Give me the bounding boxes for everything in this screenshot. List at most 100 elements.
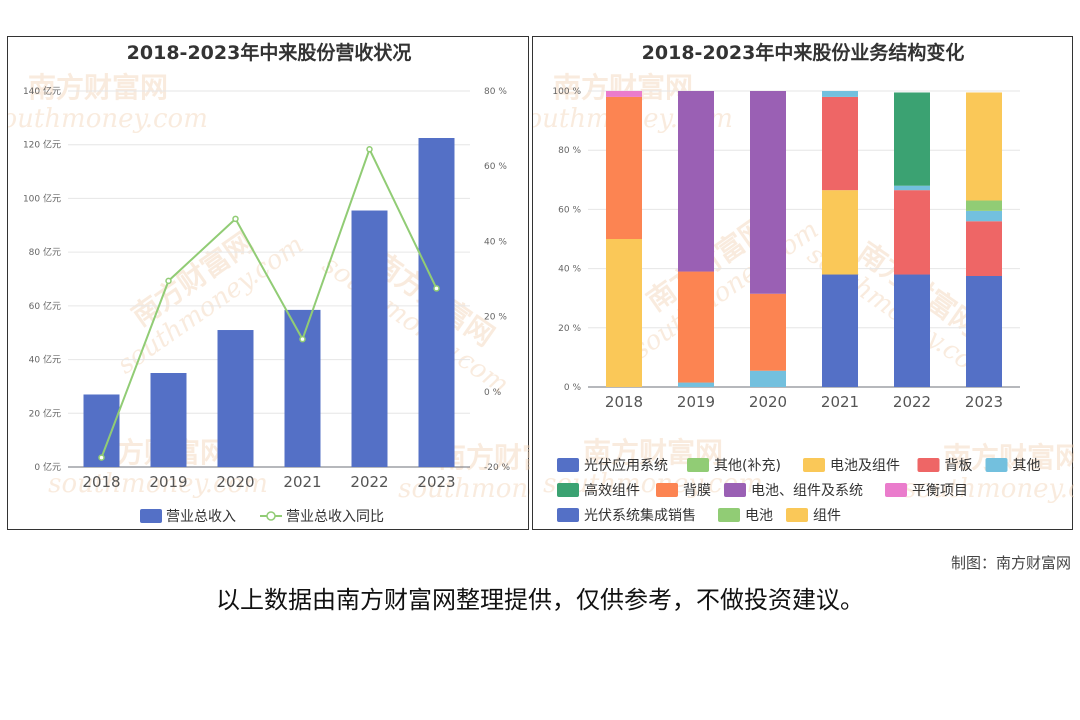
stacked-segment	[606, 96, 642, 239]
legend-label: 电池、组件及系统	[751, 483, 863, 499]
y-tick-label: 100 %	[552, 87, 581, 97]
watermark-en: southmoney.com	[903, 474, 1074, 504]
y-right-tick-label: 80 %	[484, 87, 507, 97]
y-tick-label: 20 %	[558, 324, 581, 334]
revenue-bar	[284, 309, 321, 467]
x-tick-label: 2019	[149, 473, 187, 491]
x-tick-label: 2022	[893, 393, 931, 411]
growth-line	[100, 146, 438, 458]
y-tick-label: 40 %	[558, 265, 581, 275]
stacked-segment	[822, 91, 858, 97]
legend-swatch	[917, 458, 940, 472]
x-tick-label: 2018	[82, 473, 120, 491]
business-structure-chart-panel: 南方财富网 southmoney.com 南方财富网 southmoney.com 南方…	[532, 36, 1074, 530]
y-left-tick-label: 80 亿元	[29, 246, 61, 258]
revenue-bar	[351, 210, 388, 467]
y-right-tick-label: 20 %	[484, 313, 507, 323]
stacked-segment	[966, 276, 1002, 387]
legend-label: 营业总收入	[166, 509, 236, 525]
legend-swatch	[803, 458, 825, 472]
watermark-en: southmoney.com	[8, 104, 208, 134]
stacked-segment	[822, 274, 858, 387]
stacked-segment	[606, 239, 642, 387]
y-right-tick-label: -20 %	[484, 463, 511, 473]
revenue-chart-panel: 南方财富网southmoney.com南方财富网southmoney.com南方…	[7, 36, 530, 530]
legend-swatch	[985, 458, 1008, 472]
legend-label: 其他(补充)	[714, 458, 781, 474]
stacked-segment	[894, 92, 930, 186]
stacked-segment	[966, 200, 1002, 211]
y-left-tick-label: 140 亿元	[23, 85, 61, 97]
x-tick-label: 2023	[965, 393, 1003, 411]
y-left-tick-label: 0 亿元	[34, 461, 61, 473]
x-tick-label: 2020	[216, 473, 254, 491]
stacked-segment	[966, 210, 1002, 222]
y-tick-label: 60 %	[558, 205, 581, 215]
y-tick-label: 0 %	[564, 383, 582, 393]
legend-swatch	[724, 483, 746, 497]
legend-swatch	[786, 508, 808, 522]
y-right-tick-label: 60 %	[484, 162, 507, 172]
legend-swatch	[557, 458, 579, 472]
x-tick-label: 2021	[821, 393, 859, 411]
legend-swatch	[557, 508, 579, 522]
legend-swatch	[687, 458, 709, 472]
stacked-segment	[822, 96, 858, 191]
legend-label: 平衡项目	[912, 483, 968, 499]
stacked-segment	[894, 190, 930, 275]
x-tick-label: 2022	[350, 473, 388, 491]
y-tick-label: 80 %	[558, 146, 581, 156]
stacked-segment	[678, 271, 714, 383]
growth-point	[299, 335, 306, 343]
x-tick-label: 2019	[677, 393, 715, 411]
legend-label: 其他	[1013, 458, 1041, 474]
legend-swatch-growth-marker	[266, 511, 276, 521]
chart-title: 2018-2023年中来股份营收状况	[127, 41, 412, 64]
legend-label: 组件	[813, 508, 841, 524]
watermark-cn: 南方财富网	[28, 71, 168, 104]
watermark-en: southmoney.com	[48, 469, 268, 499]
x-tick-label: 2023	[417, 473, 455, 491]
x-tick-label: 2018	[605, 393, 643, 411]
y-right-tick-label: 0 %	[484, 388, 502, 398]
legend-label: 高效组件	[584, 482, 640, 499]
growth-point	[98, 454, 105, 461]
stacked-segment	[822, 190, 858, 275]
legend-swatch	[885, 483, 907, 497]
revenue-bar	[150, 373, 187, 467]
disclaimer-text: 以上数据由南方财富网整理提供，仅供参考，不做投资建议。	[216, 586, 864, 614]
y-left-tick-label: 20 亿元	[29, 407, 61, 419]
chart-title: 2018-2023年中来股份业务结构变化	[642, 41, 965, 64]
growth-point	[433, 285, 440, 292]
legend-label: 电池及组件	[830, 458, 900, 474]
stacked-segment	[894, 185, 930, 191]
y-left-tick-label: 60 亿元	[29, 300, 61, 312]
stacked-segment	[750, 370, 786, 387]
revenue-bar	[418, 138, 455, 467]
stacked-segment	[966, 221, 1002, 276]
growth-point	[366, 146, 373, 153]
stacked-segment	[678, 91, 714, 272]
revenue-chart: 南方财富网southmoney.com南方财富网southmoney.com南方…	[8, 41, 530, 525]
y-left-tick-label: 40 亿元	[29, 354, 61, 366]
stacked-segment	[966, 92, 1002, 201]
stacked-segment	[678, 382, 714, 387]
x-tick-label: 2020	[749, 393, 787, 411]
revenue-bar	[217, 330, 254, 467]
stacked-segment	[606, 91, 642, 97]
y-left-tick-label: 120 亿元	[23, 139, 61, 151]
watermark-cn: 南方财富网	[943, 441, 1074, 474]
stacked-segment	[894, 274, 930, 387]
growth-point	[165, 277, 172, 285]
watermark-en: southmoney.com	[398, 474, 530, 504]
legend-swatch	[718, 508, 740, 522]
growth-point	[232, 215, 239, 223]
legend-swatch	[557, 483, 579, 497]
legend-label: 营业总收入同比	[286, 509, 384, 525]
legend-swatch-revenue	[140, 509, 162, 523]
business-structure-chart: 南方财富网southmoney.com南方财富网southmoney.com南方…	[533, 41, 1074, 524]
legend-label: 背板	[945, 458, 973, 474]
legend-label: 背膜	[683, 483, 711, 499]
x-tick-label: 2021	[283, 473, 321, 491]
